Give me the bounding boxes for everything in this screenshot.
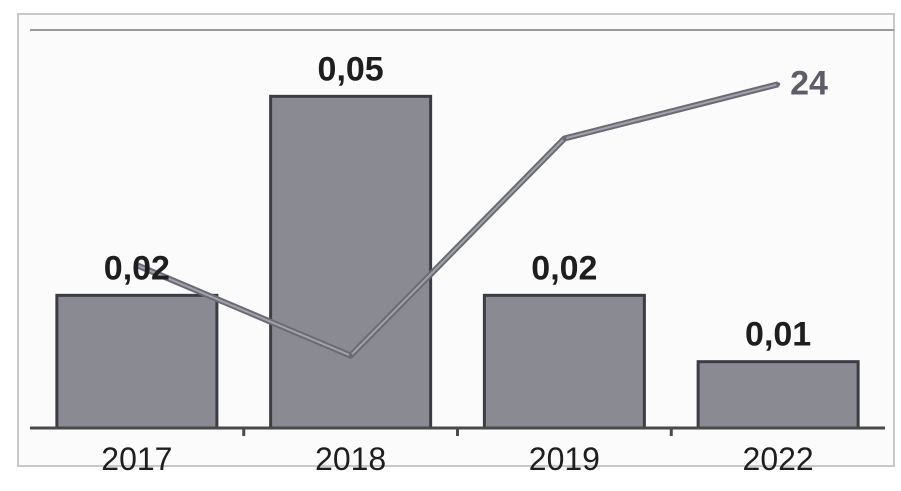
labels-layer: 0,02 0,05 0,02 0,01 24: [104, 50, 828, 353]
x-tick-label-2017: 2017: [101, 441, 172, 477]
bar-value-label-2018: 0,05: [318, 50, 384, 88]
line-layer: [134, 81, 781, 359]
bar-2022: [696, 360, 860, 430]
x-tick-label-2022: 2022: [743, 441, 814, 477]
line-point-2022: [776, 82, 781, 87]
bar-2017: [55, 293, 219, 430]
line-end-label: 24: [790, 64, 828, 102]
x-tick-label-2019: 2019: [529, 441, 600, 477]
bar-value-label-2022: 0,01: [745, 316, 811, 354]
bar-2019: [482, 293, 646, 430]
line-point-2019: [562, 136, 567, 141]
x-axis: 2017 2018 2019 2022: [30, 426, 885, 477]
line-point-2017: [134, 263, 139, 268]
line-series-highlight: [136, 83, 779, 357]
line-point-2018: [348, 353, 353, 358]
x-tick-label-2018: 2018: [315, 441, 386, 477]
bar-value-label-2017: 0,02: [104, 249, 170, 287]
bar-2018: [269, 94, 433, 430]
bar-value-label-2019: 0,02: [531, 249, 597, 287]
